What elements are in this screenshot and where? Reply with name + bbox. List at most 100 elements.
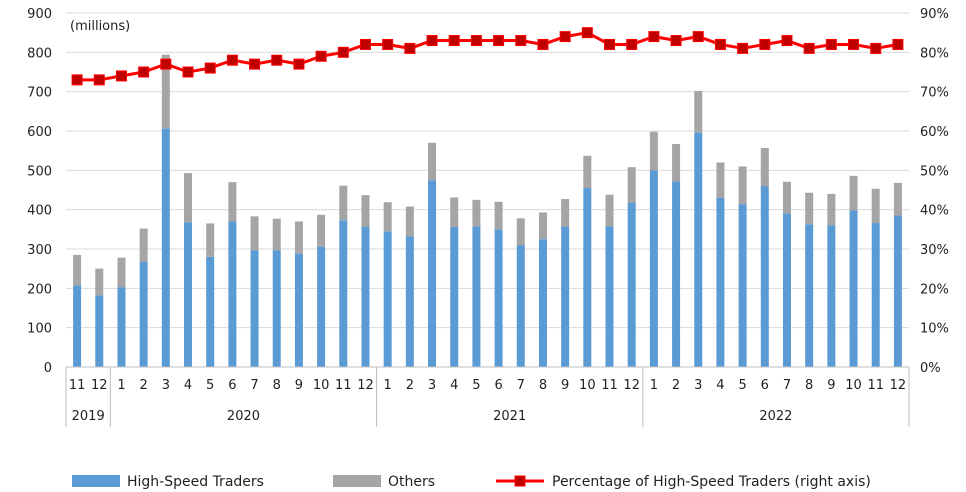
percentage-point [515,35,527,47]
percentage-point [293,58,305,70]
bar-high-speed-traders [339,220,348,367]
bar-others [871,188,880,224]
percentage-point [759,38,771,50]
bar-high-speed-traders [294,253,303,367]
bar-high-speed-traders [472,226,481,367]
percentage-series-line [77,31,899,82]
x-tick-label: 4 [450,378,458,393]
x-tick-label: 7 [250,378,258,393]
left-tick-label: 700 [27,86,52,101]
x-tick-label: 4 [716,378,724,393]
bar-high-speed-traders [184,222,193,367]
bar-others [605,194,614,227]
left-tick-label: 500 [27,164,52,179]
bar-high-speed-traders [206,256,215,367]
percentage-point [93,74,105,86]
percentage-point [315,50,327,62]
bar-high-speed-traders [583,188,592,367]
x-tick-label: 3 [428,378,436,393]
bar-others [383,202,392,232]
percentage-point [182,66,194,78]
legend-swatch-hst [72,475,120,487]
percentage-point [870,42,882,54]
percentage-point [892,38,904,50]
percentage-point [204,62,216,74]
x-tick-label: 2 [406,378,414,393]
bar-others [849,175,858,211]
bar-others [73,254,82,286]
x-tick-label: 9 [561,378,569,393]
left-tick-label: 800 [27,46,52,61]
percentage-point [271,54,283,66]
bar-others [250,216,259,251]
right-tick-label: 50% [920,164,949,179]
right-tick-label: 80% [920,46,949,61]
bar-high-speed-traders [716,197,725,367]
x-tick-label: 12 [91,378,108,393]
percentage-point [138,66,150,78]
percentage-point [692,31,704,43]
bar-others [428,142,437,181]
bar-high-speed-traders [627,202,636,367]
x-axis-year-labels: 2019 2020 2021 2022 [72,409,793,424]
percentage-point [803,42,815,54]
legend: High-Speed Traders Others Percentage of … [72,474,871,490]
x-tick-label: 6 [761,378,769,393]
unit-label: (millions) [70,19,130,34]
x-tick-label: 8 [273,378,281,393]
bar-others [206,223,215,257]
bar-high-speed-traders [760,186,769,367]
right-axis-ticks: 0% 10% 20% 30% 40% 50% 60% 70% 80% 90% [920,7,949,376]
x-tick-label: 11 [867,378,884,393]
x-tick-label: 7 [783,378,791,393]
percentage-point [226,54,238,66]
bar-high-speed-traders [361,226,370,367]
bar-high-speed-traders [605,226,614,367]
bar-high-speed-traders [139,261,148,367]
bar-others [361,195,370,227]
left-tick-label: 900 [27,7,52,22]
legend-swatch-others [333,475,381,487]
x-tick-label: 12 [357,378,374,393]
bar-others [782,181,791,214]
bar-others [672,143,681,182]
bar-others [95,268,104,296]
bar-others [583,155,592,189]
legend-label-hst: High-Speed Traders [127,474,264,490]
bar-high-speed-traders [95,295,104,367]
x-tick-label: 9 [295,378,303,393]
bar-others [760,147,769,187]
x-tick-label: 4 [184,378,192,393]
bar-others [893,182,902,216]
bar-high-speed-traders [428,180,437,367]
bar-others [494,201,503,230]
percentage-point [626,38,638,50]
legend-label-pct: Percentage of High-Speed Traders (right … [552,474,871,490]
percentage-point [71,74,83,86]
right-tick-label: 10% [920,322,949,337]
left-tick-label: 200 [27,282,52,297]
x-year-label: 2021 [493,409,526,424]
right-tick-label: 90% [920,7,949,22]
bar-others [716,162,725,198]
bar-high-speed-traders [561,226,570,367]
percentage-point [670,35,682,47]
x-tick-label: 1 [650,378,658,393]
bar-others [561,199,570,227]
percentage-point [559,31,571,43]
left-tick-label: 400 [27,204,52,219]
bar-high-speed-traders [827,225,836,367]
x-tick-label: 8 [805,378,813,393]
bar-others [649,131,658,171]
bar-high-speed-traders [272,250,281,367]
right-tick-label: 70% [920,86,949,101]
bar-high-speed-traders [782,213,791,367]
bar-high-speed-traders [450,226,459,367]
x-year-label: 2020 [227,409,260,424]
bar-high-speed-traders [405,236,414,367]
percentage-point [448,35,460,47]
percentage-point [337,46,349,58]
bar-high-speed-traders [228,221,237,367]
legend-label-others: Others [388,474,435,490]
bar-high-speed-traders [893,215,902,367]
